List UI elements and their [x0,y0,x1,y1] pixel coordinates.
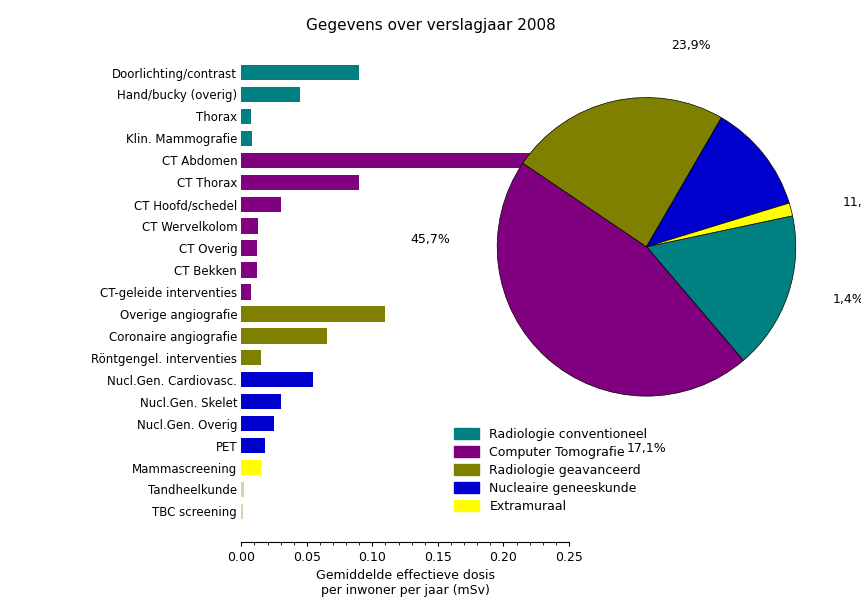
Bar [241,175,359,190]
Bar [241,65,359,80]
Bar [241,262,257,278]
Bar [241,196,281,212]
Bar [241,504,243,519]
Bar [241,153,542,168]
Bar [241,284,251,300]
Bar [241,438,264,453]
Text: 23,9%: 23,9% [671,39,710,52]
Text: 1,4%: 1,4% [831,293,861,306]
Bar [241,460,261,475]
Bar [241,394,281,409]
Text: 17,1%: 17,1% [626,442,666,455]
Bar [241,131,251,146]
Bar [241,306,385,321]
Text: Gegevens over verslagjaar 2008: Gegevens over verslagjaar 2008 [306,18,555,33]
Text: 45,7%: 45,7% [410,233,449,246]
Bar [241,240,257,256]
Bar [241,482,244,497]
Bar [241,87,300,102]
X-axis label: Gemiddelde effectieve dosis
per inwoner per jaar (mSv): Gemiddelde effectieve dosis per inwoner … [315,569,494,597]
Text: 11,9%: 11,9% [842,196,861,208]
Bar [241,219,258,234]
Bar [241,416,274,431]
Bar [241,328,326,344]
Wedge shape [497,163,742,396]
Bar [241,372,313,388]
Wedge shape [646,203,791,247]
Wedge shape [523,98,721,247]
Wedge shape [646,216,795,361]
Legend: Radiologie conventioneel, Computer Tomografie, Radiologie geavanceerd, Nucleaire: Radiologie conventioneel, Computer Tomog… [454,427,647,513]
Bar [241,109,251,124]
Bar [241,350,261,365]
Wedge shape [646,117,789,247]
